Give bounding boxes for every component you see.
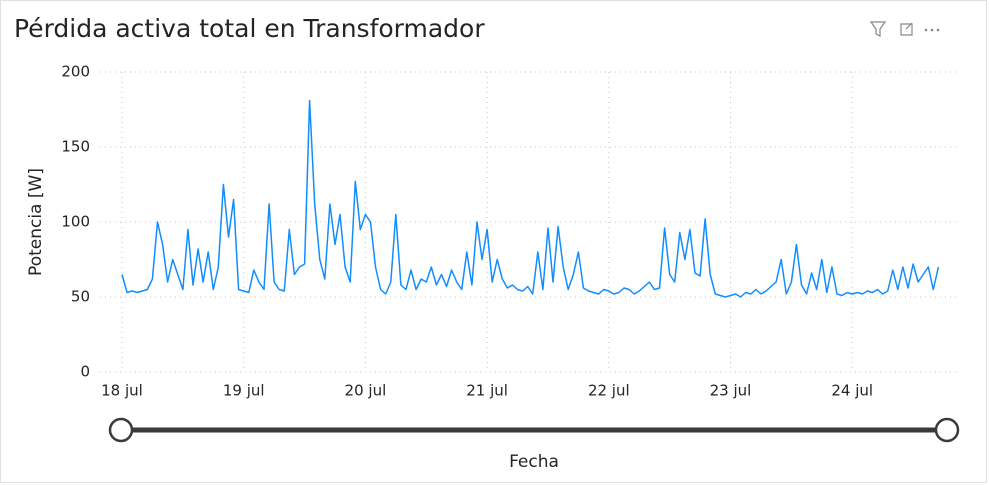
x-tick-label: 23 jul [710, 382, 752, 400]
header-icons[interactable] [869, 21, 913, 37]
y-axis-title: Potencia [W] [26, 168, 46, 276]
x-tick-label: 24 jul [831, 382, 873, 400]
y-tick-label: 0 [80, 363, 90, 381]
slider-handle[interactable] [108, 417, 134, 443]
x-tick-label: 22 jul [588, 382, 630, 400]
y-tick-label: 100 [61, 213, 90, 231]
y-tick-label: 50 [71, 288, 90, 306]
focus-icon[interactable] [900, 22, 913, 36]
x-axis-title: Fecha [509, 452, 559, 472]
more-icon[interactable] [924, 28, 940, 32]
x-tick-label: 21 jul [466, 382, 508, 400]
filter-icon[interactable] [869, 21, 887, 37]
y-tick-label: 150 [61, 138, 90, 156]
data-line [121, 99, 940, 298]
x-tick-label: 19 jul [223, 382, 265, 400]
y-tick-label: 200 [61, 63, 90, 81]
x-tick-label: 20 jul [345, 382, 387, 400]
x-tick-label: 18 jul [101, 382, 143, 400]
chart-title: Pérdida activa total en Transformador [14, 14, 485, 43]
slider-handle[interactable] [934, 417, 960, 443]
